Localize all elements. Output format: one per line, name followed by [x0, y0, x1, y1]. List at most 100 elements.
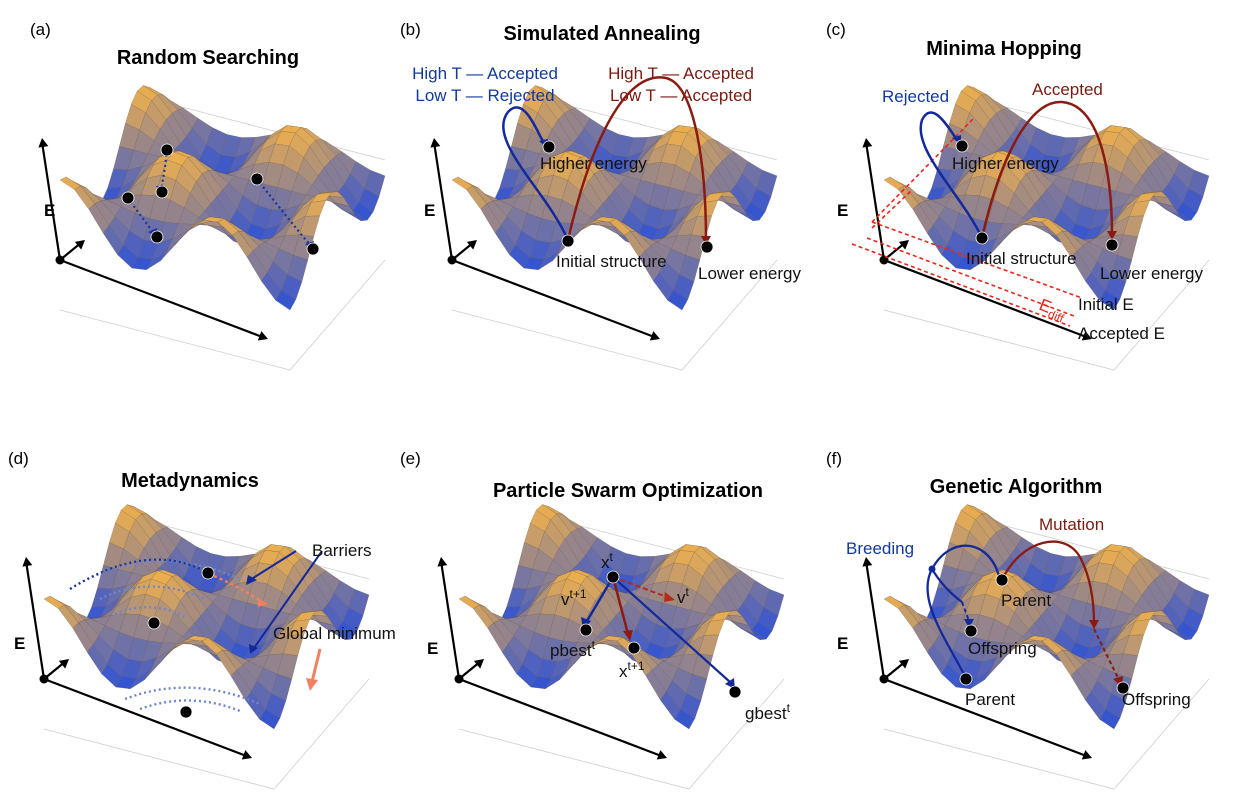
energy-plane-lines	[851, 117, 1083, 327]
mutation-arrow	[1000, 540, 1096, 625]
x-axis	[59, 258, 266, 340]
panel-letter: (f)	[826, 449, 842, 468]
lower-energy-label: Lower energy	[1100, 264, 1204, 283]
panel-f-figure: (f) Genetic Algorithm E Breeding Mutatio…	[826, 449, 1210, 790]
structure-dot	[160, 143, 174, 157]
red-annotation: High T — Accepted	[608, 64, 754, 83]
barrier-pointer	[249, 550, 297, 581]
axis-arrowhead	[58, 659, 69, 669]
accepted-e-label: Accepted E	[1078, 324, 1165, 343]
arrowhead	[246, 575, 257, 585]
panel-f: (f) Genetic Algorithm E Breeding Mutatio…	[826, 399, 1239, 798]
energy-landscape	[38, 85, 386, 371]
panel-title: Genetic Algorithm	[930, 476, 1103, 498]
offspring-arrow	[1093, 628, 1120, 681]
surface-facet	[1099, 290, 1121, 311]
global-minimum-label: Global minimum	[273, 624, 396, 643]
rejected-label: Rejected	[882, 87, 949, 106]
arrowhead	[1107, 231, 1117, 240]
energy-axis-label: E	[424, 201, 435, 220]
panel-title: Metadynamics	[121, 470, 259, 492]
structure-dot	[155, 185, 169, 199]
position-update-arrow	[611, 576, 630, 635]
bias-potential-curve	[69, 558, 211, 590]
energy-axis-label: E	[837, 201, 848, 220]
energy-landscape	[22, 504, 370, 790]
bounding-box	[59, 99, 386, 371]
walker-dot	[179, 705, 193, 719]
rejected-move-arrow	[919, 111, 984, 239]
breeding-arrow	[931, 568, 963, 603]
walker-dot	[201, 566, 215, 580]
panel-letter: (e)	[400, 449, 421, 468]
initial-structure-label: Initial structure	[966, 249, 1077, 268]
surface-facet	[1099, 709, 1121, 730]
velocity-next-arrow	[585, 576, 615, 622]
lower-energy-dot	[1105, 238, 1119, 252]
arrowhead	[664, 592, 675, 602]
axis-arrowhead	[74, 240, 85, 250]
bounding-box	[451, 99, 778, 371]
panel-letter: (d)	[8, 449, 29, 468]
energy-landscape	[437, 504, 785, 790]
parent-label: Parent	[965, 690, 1015, 709]
surface-facet	[674, 709, 696, 730]
x-axis	[883, 677, 1090, 759]
next-position-label: xt+1	[619, 659, 645, 681]
axis-arrowhead	[473, 659, 484, 669]
offspring-dot	[1116, 681, 1130, 695]
panel-c-figure: (c) Minima Hopping E Ediff Initial E Acc…	[826, 20, 1210, 371]
higher-energy-dot	[955, 139, 969, 153]
panel-title: Simulated Annealing	[503, 23, 700, 45]
offspring-label: Offspring	[968, 639, 1037, 658]
walker-dot	[147, 616, 161, 630]
axis-arrowhead	[22, 557, 33, 567]
energy-axis	[432, 141, 454, 261]
arrowhead	[249, 644, 258, 654]
higher-energy-dot	[542, 140, 556, 154]
barrier-pointer	[253, 550, 323, 649]
mutation-label: Mutation	[1039, 515, 1104, 534]
energy-axis	[439, 560, 461, 680]
axis-arrowhead	[656, 750, 667, 760]
x-axis	[458, 677, 665, 759]
bounding-box	[43, 518, 370, 790]
accepted-move-arrow	[980, 100, 1114, 239]
uphill-move-arrow	[501, 106, 570, 241]
axis-arrowhead	[437, 557, 448, 567]
structure-dot	[306, 242, 320, 256]
panel-b: (b) Simulated Annealing E High T — Accep…	[396, 0, 809, 399]
offspring-label: Offspring	[1122, 690, 1191, 709]
gbest-pull-arrow	[612, 576, 731, 683]
arrowhead	[306, 678, 318, 691]
arrowhead	[964, 619, 974, 628]
accepted-label: Accepted	[1032, 80, 1103, 99]
axis-arrowhead	[898, 659, 909, 669]
bounding-box	[458, 518, 785, 790]
velocity-label: vt	[677, 585, 690, 607]
breeding-label: Breeding	[846, 539, 914, 558]
axis-arrowhead	[466, 240, 477, 250]
barriers-label: Barriers	[312, 541, 372, 560]
arrowhead	[623, 630, 633, 641]
particle-dot	[606, 570, 620, 584]
panel-e: (e) Particle Swarm Optimization E xt vt+…	[400, 399, 826, 798]
x-axis	[451, 258, 658, 340]
panel-e-figure: (e) Particle Swarm Optimization E xt vt+…	[400, 449, 791, 790]
axis-arrowhead	[862, 138, 873, 148]
structure-dot	[150, 230, 164, 244]
initial-structure-label: Initial structure	[556, 252, 667, 271]
initial-e-label: Initial E	[1078, 295, 1134, 314]
axis-arrowhead	[1081, 331, 1092, 341]
next-position-dot	[627, 641, 641, 655]
velocity-arrow	[612, 576, 668, 598]
arrowhead	[701, 236, 711, 245]
axis-arrowhead	[649, 331, 660, 341]
pbest-dot	[579, 623, 593, 637]
energy-axis-label: E	[44, 201, 55, 220]
axis-arrowhead	[1081, 750, 1092, 760]
panel-c: (c) Minima Hopping E Ediff Initial E Acc…	[812, 0, 1225, 399]
velocity-next-label: vt+1	[561, 587, 587, 609]
x-axis	[43, 677, 250, 759]
energy-landscape	[430, 85, 778, 371]
